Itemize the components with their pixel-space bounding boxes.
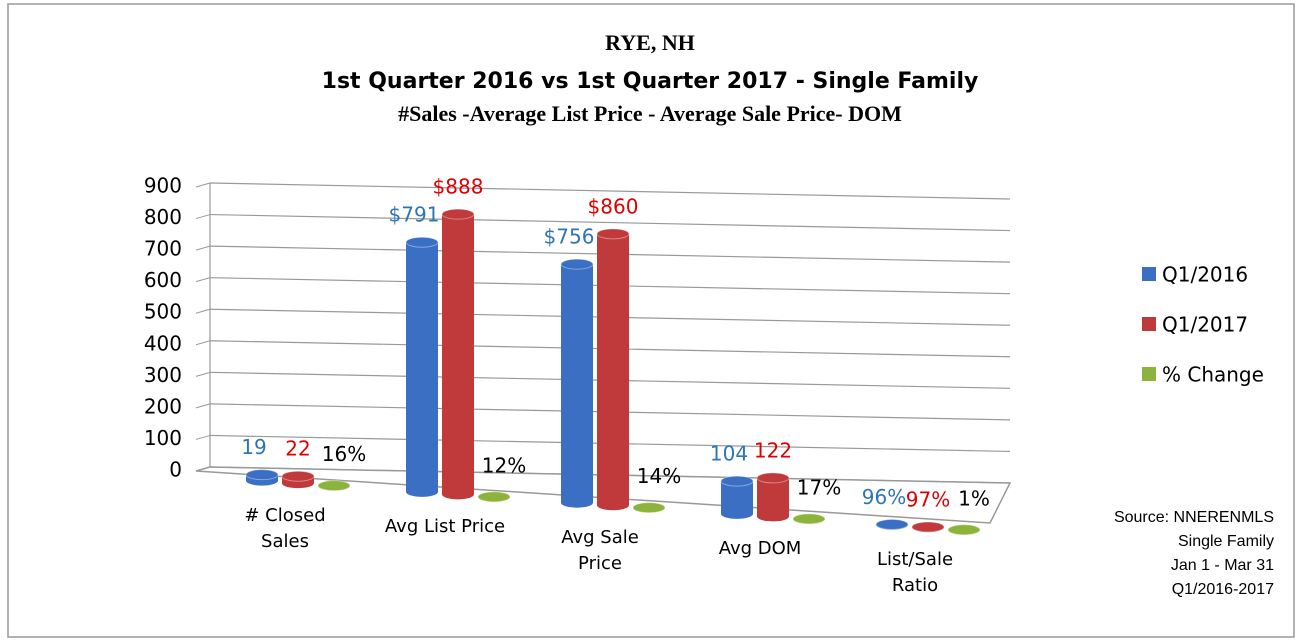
bar-base bbox=[721, 508, 753, 519]
bar bbox=[406, 242, 438, 492]
tick-mark bbox=[195, 434, 211, 440]
chart-title: RYE, NH bbox=[605, 30, 695, 55]
value-label: 17% bbox=[797, 475, 841, 499]
bar-base bbox=[442, 489, 474, 500]
bar-cap bbox=[596, 228, 630, 240]
bar-cap bbox=[947, 524, 981, 536]
bar bbox=[721, 481, 753, 514]
legend-swatch bbox=[1142, 317, 1156, 331]
legend-swatch bbox=[1142, 367, 1156, 381]
tick-mark bbox=[195, 403, 211, 409]
legend-label: Q1/2017 bbox=[1162, 313, 1248, 337]
bar-cap bbox=[632, 502, 666, 514]
y-tick-label: 700 bbox=[144, 237, 182, 261]
x-tick-label: Avg Sale Price bbox=[561, 526, 639, 574]
value-label: 12% bbox=[482, 453, 526, 477]
bar-cap bbox=[875, 518, 909, 530]
bar bbox=[757, 477, 789, 517]
y-tick-label: 0 bbox=[169, 458, 182, 482]
bar-base bbox=[757, 511, 789, 522]
value-label: 14% bbox=[637, 464, 681, 488]
x-tick-label: # Closed Sales bbox=[244, 504, 326, 552]
legend-label: % Change bbox=[1162, 363, 1264, 387]
bar bbox=[597, 233, 629, 506]
y-tick-label: 300 bbox=[144, 363, 182, 387]
y-tick-label: 900 bbox=[144, 174, 182, 198]
value-label: 22 bbox=[285, 437, 310, 461]
value-label: 19 bbox=[241, 435, 266, 459]
annotation: Source: NNERENMLS bbox=[1114, 509, 1274, 526]
grid-line bbox=[209, 213, 1011, 232]
y-tick-label: 200 bbox=[144, 394, 182, 418]
tick-mark bbox=[195, 214, 211, 220]
bar-cap bbox=[756, 472, 790, 484]
bar-cap bbox=[281, 470, 315, 482]
y-tick-label: 100 bbox=[144, 426, 182, 450]
bar-cap bbox=[911, 521, 945, 533]
bar-cap bbox=[720, 475, 754, 487]
tick-mark bbox=[195, 340, 211, 346]
x-tick-label: Avg DOM bbox=[718, 537, 802, 559]
value-label: 96% bbox=[862, 485, 906, 509]
chart-subtitle: #Sales -Average List Price - Average Sal… bbox=[398, 101, 902, 126]
tick-mark bbox=[195, 308, 211, 314]
value-label: 1% bbox=[958, 486, 990, 510]
annotation: Jan 1 - Mar 31 bbox=[1171, 557, 1274, 574]
bar bbox=[561, 264, 593, 503]
value-label: 122 bbox=[754, 438, 792, 462]
value-label: 16% bbox=[322, 442, 366, 466]
bar-cap bbox=[477, 491, 511, 503]
legend-swatch bbox=[1142, 267, 1156, 281]
y-tick-label: 800 bbox=[144, 205, 182, 229]
y-tick-label: 600 bbox=[144, 268, 182, 292]
bar-cap bbox=[560, 258, 594, 270]
value-label: $888 bbox=[433, 175, 484, 199]
bar-cap bbox=[405, 236, 439, 248]
y-tick-label: 400 bbox=[144, 331, 182, 355]
chart-subtitle: 1st Quarter 2016 vs 1st Quarter 2017 - S… bbox=[322, 69, 979, 94]
annotation: Single Family bbox=[1178, 533, 1274, 550]
bar-base bbox=[597, 500, 629, 511]
tick-mark bbox=[195, 245, 211, 251]
bar-cap bbox=[317, 480, 351, 492]
bar-cap bbox=[441, 208, 475, 220]
x-tick-label: Avg List Price bbox=[384, 515, 506, 537]
value-label: 104 bbox=[710, 442, 748, 466]
tick-mark bbox=[195, 371, 211, 377]
frame bbox=[7, 3, 1295, 638]
y-tick-label: 500 bbox=[144, 300, 182, 324]
x-tick-label: List/Sale Ratio bbox=[876, 548, 954, 596]
tick-mark bbox=[195, 277, 211, 283]
value-label: 97% bbox=[906, 487, 950, 511]
legend-label: Q1/2016 bbox=[1162, 263, 1248, 287]
value-label: $791 bbox=[389, 203, 440, 227]
bar-base bbox=[282, 478, 314, 489]
bar-cap bbox=[245, 469, 279, 481]
grid-line bbox=[209, 182, 1011, 200]
annotation: Q1/2016-2017 bbox=[1172, 581, 1274, 598]
bar-cap bbox=[792, 513, 826, 525]
tick-mark bbox=[195, 182, 211, 188]
bar-base bbox=[561, 497, 593, 508]
bar bbox=[442, 214, 474, 495]
value-label: $860 bbox=[588, 194, 639, 218]
bar-base bbox=[406, 486, 438, 497]
value-label: $756 bbox=[544, 225, 595, 249]
